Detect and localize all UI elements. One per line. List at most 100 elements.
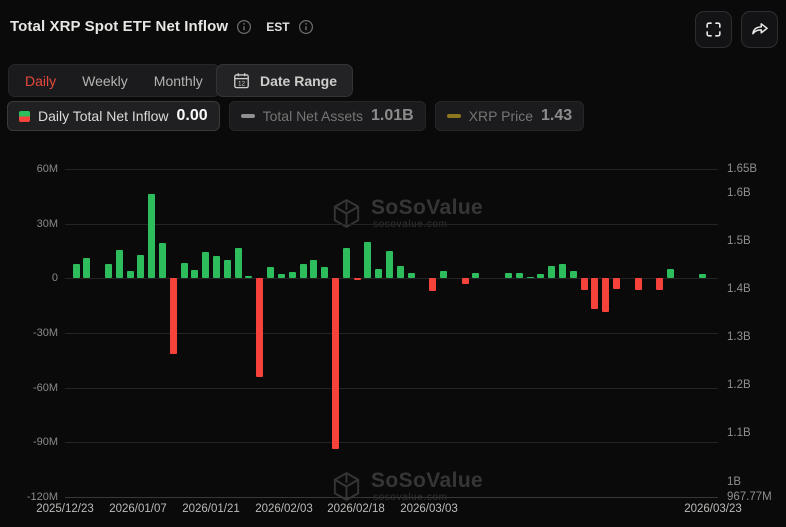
fullscreen-button[interactable] (695, 11, 732, 48)
fullscreen-icon (706, 22, 721, 37)
x-axis-label: 2026/02/03 (255, 503, 313, 515)
inflow-bar[interactable] (148, 193, 156, 279)
x-axis-label: 2026/02/18 (327, 503, 385, 515)
inflow-bar[interactable] (331, 278, 339, 449)
y-axis-right-tick: 1B (727, 475, 742, 488)
svg-text:12: 12 (238, 81, 246, 88)
inflow-bar[interactable] (158, 242, 166, 279)
y-axis-right-tick: 1.6B (727, 187, 751, 200)
inflow-bar[interactable] (202, 251, 210, 279)
inflow-bar[interactable] (213, 255, 221, 279)
share-button[interactable] (741, 11, 778, 48)
x-axis-label: 2026/03/23 (684, 503, 742, 515)
y-axis-right-tick: 1.5B (727, 235, 751, 248)
green-red-swatch-icon (19, 110, 30, 122)
inflow-bar[interactable] (310, 260, 318, 279)
page-title: Total XRP Spot ETF Net Inflow (10, 18, 229, 35)
inflow-bar[interactable] (299, 264, 307, 279)
watermark-brand: SoSoValue (371, 196, 484, 219)
y-axis-right-tick: 1.4B (727, 283, 751, 296)
tab-daily[interactable]: Daily (25, 72, 57, 89)
inflow-bar[interactable] (440, 271, 448, 279)
legend-xrp-price[interactable]: XRP Price 1.43 (434, 101, 585, 131)
inflow-bar[interactable] (321, 266, 329, 279)
inflow-bar[interactable] (504, 273, 512, 279)
y-axis-left-tick: -30M (32, 327, 58, 339)
inflow-bar[interactable] (375, 268, 383, 279)
y-axis-right-tick: 1.2B (727, 379, 751, 392)
inflow-bar[interactable] (526, 276, 534, 279)
y-axis-left-tick: 0 (51, 272, 58, 285)
tab-monthly[interactable]: Monthly (153, 72, 203, 89)
inflow-bar[interactable] (234, 248, 242, 279)
watermark-domain: sosovalue.com (373, 493, 483, 503)
inflow-bar[interactable] (558, 264, 566, 279)
y-axis-left-tick: 30M (36, 217, 58, 230)
inflow-bar[interactable] (83, 257, 91, 279)
inflow-bar[interactable] (407, 273, 415, 279)
x-axis-label: 2025/12/23 (36, 503, 94, 515)
watermark-center: SoSoValue sosovalue.com (330, 197, 483, 230)
inflow-bar[interactable] (104, 264, 112, 279)
legend-label: XRP Price (468, 108, 534, 124)
inflow-bar[interactable] (245, 275, 253, 279)
inflow-bar[interactable] (472, 272, 480, 279)
inflow-bar[interactable] (353, 278, 361, 281)
date-range-button[interactable]: 12 Date Range (216, 64, 354, 97)
inflow-bar[interactable] (137, 255, 145, 279)
watermark-bottom: SoSoValue sosovalue.com (330, 470, 483, 503)
legend-daily-net-inflow[interactable]: Daily Total Net Inflow 0.00 (7, 101, 220, 131)
y-gridline (65, 333, 718, 334)
y-axis-left-tick: -60M (32, 381, 58, 394)
inflow-bar[interactable] (385, 250, 393, 279)
inflow-bar[interactable] (169, 278, 177, 354)
inflow-bar[interactable] (461, 278, 469, 284)
y-axis-right-tick: 967.77M (727, 491, 772, 503)
legend-value: 0.00 (176, 107, 208, 124)
gold-dash-icon (446, 114, 461, 118)
y-gridline (65, 442, 718, 444)
inflow-bar[interactable] (267, 266, 275, 279)
inflow-bar[interactable] (548, 265, 556, 279)
est-info-icon[interactable] (298, 19, 314, 35)
inflow-bar[interactable] (342, 248, 350, 279)
inflow-bar[interactable] (223, 259, 231, 279)
inflow-bar[interactable] (667, 269, 675, 279)
inflow-bar[interactable] (699, 274, 707, 279)
legend-total-net-assets[interactable]: Total Net Assets 1.01B (228, 101, 426, 131)
y-gridline (65, 223, 718, 225)
inflow-bar[interactable] (613, 278, 620, 290)
inflow-bar[interactable] (277, 274, 285, 279)
watermark-brand: SoSoValue (371, 469, 484, 492)
inflow-bar[interactable] (180, 262, 188, 279)
header-buttons (695, 11, 778, 48)
inflow-bar[interactable] (72, 264, 80, 279)
y-axis-left-tick: -90M (32, 436, 58, 449)
inflow-bar[interactable] (364, 242, 372, 279)
inflow-bar[interactable] (191, 269, 199, 279)
inflow-bar[interactable] (515, 272, 523, 279)
legend-value: 1.01B (371, 107, 414, 124)
title-info-icon[interactable] (236, 19, 252, 35)
period-tab-group: Daily Weekly Monthly (8, 64, 220, 97)
inflow-bar[interactable] (126, 271, 134, 279)
x-axis-label: 2026/01/07 (109, 503, 167, 515)
inflow-bar[interactable] (256, 278, 264, 377)
inflow-bar[interactable] (656, 278, 664, 291)
date-range-label: Date Range (260, 72, 338, 89)
inflow-bar[interactable] (429, 278, 437, 292)
inflow-bar[interactable] (537, 274, 545, 279)
inflow-bar[interactable] (634, 278, 642, 291)
inflow-bar[interactable] (115, 250, 123, 279)
inflow-bar[interactable] (569, 271, 577, 279)
inflow-bar[interactable] (602, 278, 610, 313)
inflow-bar[interactable] (591, 278, 599, 309)
tab-weekly[interactable]: Weekly (82, 72, 128, 89)
inflow-bar[interactable] (396, 266, 404, 279)
legend-value: 1.43 (541, 107, 573, 124)
inflow-bar[interactable] (580, 278, 588, 291)
inflow-bar[interactable] (288, 271, 296, 279)
legend-label: Daily Total Net Inflow (38, 108, 169, 124)
est-label: EST (266, 19, 290, 34)
